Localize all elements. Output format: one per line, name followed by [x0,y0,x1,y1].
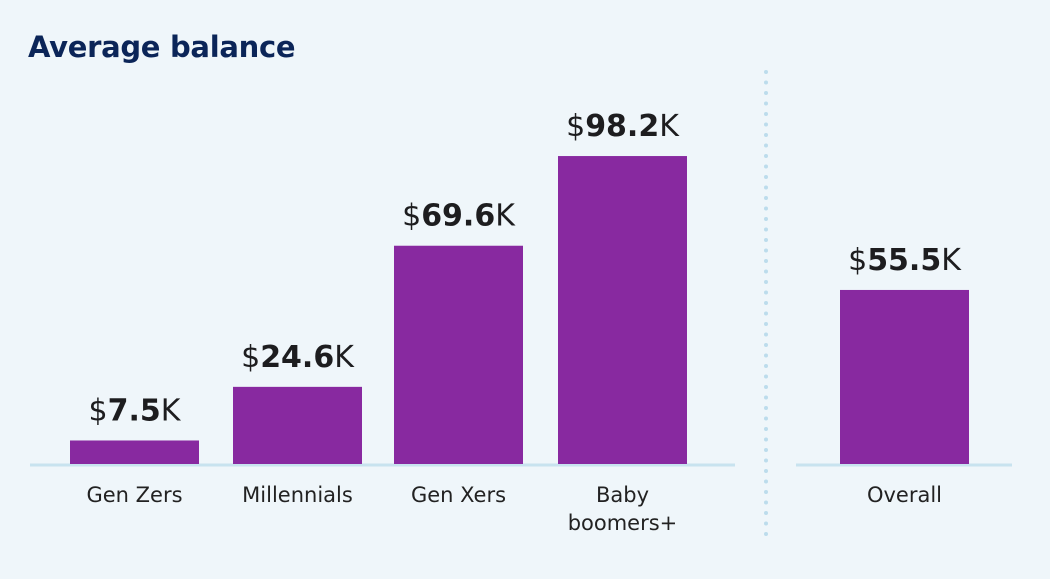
bar-gen-xers [394,245,523,464]
value-label: $24.6K [241,340,355,375]
bar-overall [840,289,969,464]
category-label: Millennials [242,483,353,507]
chart-title: Average balance [28,30,296,64]
category-label: Gen Zers [86,483,182,507]
category-label: Gen Xers [411,483,506,507]
bar-baby-boomers- [558,156,687,464]
bar-millennials [233,386,362,464]
category-label: Overall [867,483,942,507]
bar-gen-zers [70,440,199,464]
value-label: $7.5K [89,393,182,428]
category-label: Baby boomers+ [568,483,678,535]
value-label: $98.2K [566,109,680,144]
value-label: $69.6K [402,199,516,234]
value-label: $55.5K [848,243,962,278]
